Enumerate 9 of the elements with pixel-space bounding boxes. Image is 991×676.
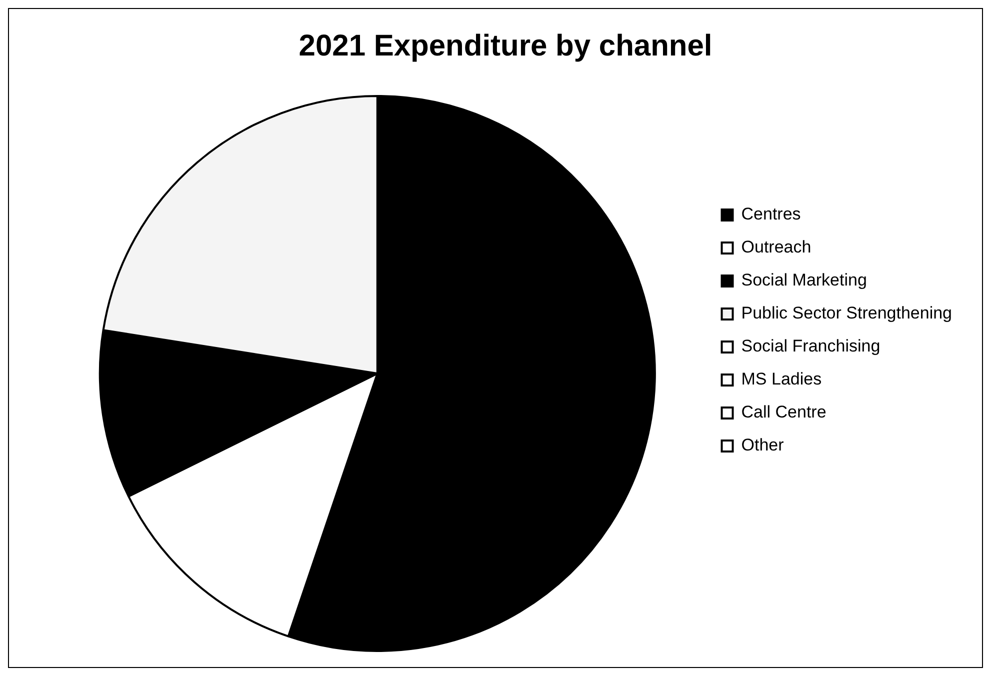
legend-label: Public Sector Strengthening: [741, 304, 952, 323]
legend-label: Other: [741, 436, 784, 455]
chart-title: 2021 Expenditure by channel: [298, 29, 712, 62]
legend-label: Outreach: [741, 238, 812, 257]
legend-label: MS Ladies: [741, 370, 822, 389]
legend-label: Centres: [741, 204, 801, 224]
legend-label: Social Marketing: [741, 270, 867, 290]
legend-label: Call Centre: [741, 402, 826, 422]
legend-label: Social Franchising: [741, 336, 880, 356]
